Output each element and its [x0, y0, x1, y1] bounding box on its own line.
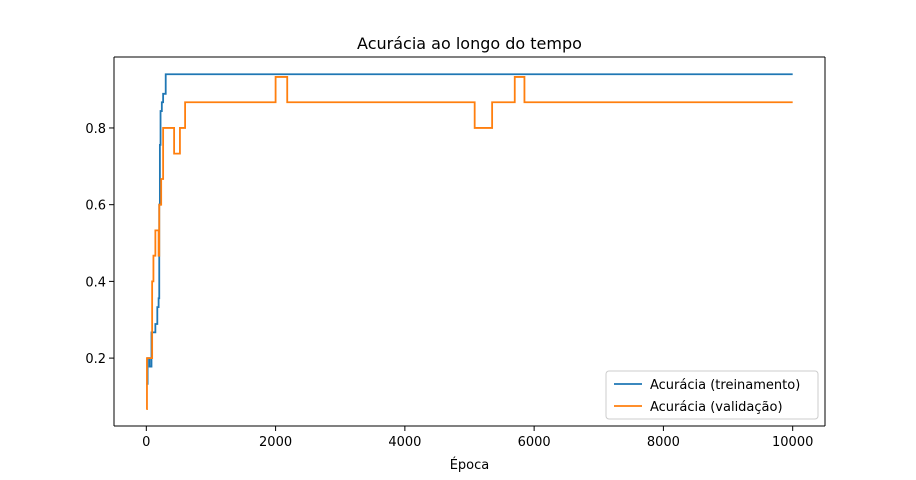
x-tick-label: 2000: [259, 435, 292, 450]
y-tick-label: 0.4: [85, 275, 106, 290]
x-axis: 0 2000 4000 6000 8000 10000: [142, 426, 813, 450]
x-tick-label: 6000: [518, 435, 551, 450]
y-tick-label: 0.6: [85, 199, 106, 214]
x-tick-label: 0: [142, 435, 150, 450]
series-line-1: [146, 76, 793, 411]
y-tick-label: 0.8: [85, 122, 106, 137]
x-tick-label: 4000: [388, 435, 421, 450]
x-tick-label: 8000: [647, 435, 680, 450]
legend-box: [605, 370, 819, 420]
legend: Acurácia (treinamento) Acurácia (validaçã…: [605, 370, 819, 420]
series-layer: [146, 73, 793, 411]
y-tick-label: 0.2: [85, 352, 106, 367]
x-axis-label: Época: [450, 457, 490, 473]
y-axis: 0.2 0.4 0.6 0.8: [85, 122, 114, 367]
chart-title: Acurácia ao longo do tempo: [357, 34, 582, 53]
x-tick-label: 10000: [772, 435, 813, 450]
plot-background: [114, 57, 825, 426]
legend-label-1: Acurácia (validação): [650, 400, 783, 415]
series-line-0: [146, 73, 793, 385]
plot-area: [113, 56, 826, 427]
legend-label-0: Acurácia (treinamento): [650, 378, 800, 393]
